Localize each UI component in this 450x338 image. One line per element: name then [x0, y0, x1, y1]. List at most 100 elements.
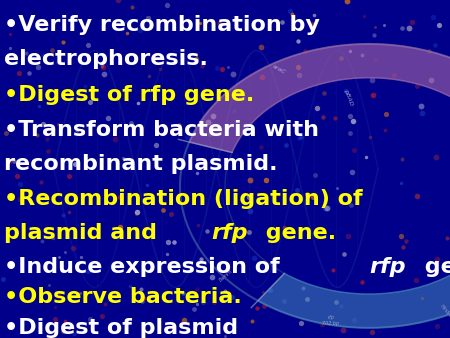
Point — [73, 127, 81, 132]
Text: rfp: rfp — [369, 257, 406, 277]
Point — [257, 44, 264, 50]
Point — [318, 322, 325, 327]
Point — [65, 325, 72, 331]
Point — [193, 301, 200, 306]
Point — [22, 50, 30, 55]
Point — [258, 74, 265, 80]
Point — [425, 48, 432, 53]
Point — [216, 21, 223, 26]
Point — [198, 64, 206, 69]
Point — [204, 119, 212, 124]
Text: gene.: gene. — [258, 223, 336, 243]
Point — [261, 303, 268, 309]
Point — [428, 77, 435, 82]
Point — [429, 15, 436, 20]
Point — [13, 173, 20, 179]
Point — [286, 9, 293, 14]
Point — [246, 208, 253, 214]
Point — [333, 186, 341, 191]
Point — [134, 100, 141, 106]
Point — [143, 182, 150, 187]
Point — [81, 83, 89, 89]
Text: •Digest of plasmid: •Digest of plasmid — [4, 318, 238, 338]
Point — [126, 283, 133, 289]
Point — [39, 239, 46, 244]
Text: pBAD: pBAD — [343, 88, 354, 106]
Point — [7, 159, 14, 164]
Point — [117, 194, 124, 199]
Point — [37, 179, 44, 184]
Point — [433, 257, 441, 262]
Point — [123, 19, 130, 24]
Point — [369, 329, 376, 335]
Point — [139, 295, 146, 301]
Point — [69, 245, 76, 251]
Point — [219, 67, 226, 72]
Point — [400, 244, 407, 249]
Point — [304, 191, 311, 197]
Point — [72, 162, 79, 167]
Point — [156, 66, 163, 71]
Point — [293, 187, 300, 193]
Point — [347, 48, 354, 54]
Point — [294, 38, 302, 44]
Point — [345, 234, 352, 239]
Point — [349, 118, 356, 124]
Point — [196, 20, 203, 25]
Point — [146, 74, 153, 79]
Point — [45, 282, 53, 287]
Point — [163, 288, 171, 293]
Point — [202, 87, 209, 92]
Point — [228, 294, 235, 299]
Point — [363, 154, 370, 160]
Point — [15, 71, 22, 76]
Point — [123, 30, 130, 35]
Point — [296, 136, 303, 141]
Point — [133, 209, 140, 214]
Point — [324, 206, 331, 211]
Point — [329, 267, 336, 272]
Text: gene.: gene. — [417, 257, 450, 277]
Point — [254, 306, 261, 311]
Point — [10, 158, 18, 164]
Point — [432, 42, 439, 48]
Point — [246, 195, 253, 200]
Text: rfp
702 bp: rfp 702 bp — [322, 315, 339, 326]
Point — [358, 52, 365, 57]
Point — [367, 134, 374, 139]
Point — [246, 229, 253, 235]
Text: •Recombination (ligation) of: •Recombination (ligation) of — [4, 189, 362, 210]
Text: electrophoresis.: electrophoresis. — [4, 49, 207, 69]
Point — [61, 318, 68, 323]
Point — [341, 251, 348, 257]
Point — [413, 277, 420, 283]
Point — [289, 11, 296, 17]
Point — [129, 4, 136, 9]
Point — [203, 228, 210, 233]
Point — [139, 298, 146, 303]
Point — [370, 93, 377, 98]
Point — [207, 131, 214, 137]
Point — [266, 287, 273, 292]
Point — [40, 121, 47, 127]
Point — [99, 64, 106, 69]
Point — [163, 2, 171, 7]
Point — [136, 27, 143, 33]
Point — [59, 328, 67, 334]
Point — [192, 56, 199, 62]
Point — [418, 110, 425, 116]
Point — [368, 77, 375, 83]
Point — [213, 65, 220, 71]
Point — [303, 296, 310, 302]
Point — [434, 323, 441, 329]
Point — [298, 135, 305, 140]
Point — [333, 299, 340, 305]
Point — [137, 287, 144, 292]
Point — [443, 236, 450, 241]
Text: •Digest of rfp gene.: •Digest of rfp gene. — [4, 84, 254, 105]
Point — [86, 317, 94, 322]
Point — [319, 115, 326, 120]
Wedge shape — [189, 44, 450, 152]
Point — [168, 211, 175, 216]
Point — [339, 327, 346, 332]
